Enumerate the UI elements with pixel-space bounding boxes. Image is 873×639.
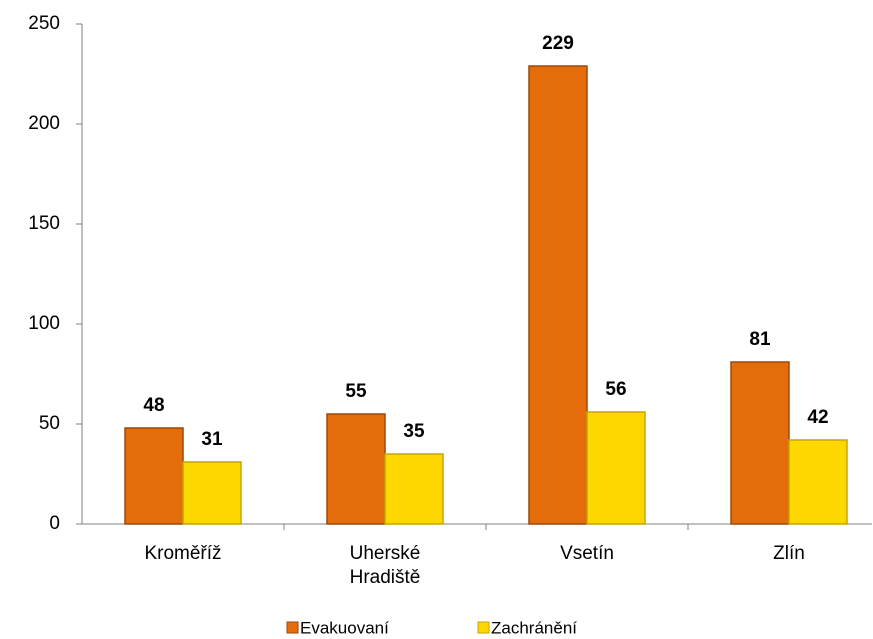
bar [586, 411, 646, 525]
x-tick-label: Kroměříž [144, 543, 221, 564]
bar [384, 453, 444, 525]
value-label: 48 [143, 395, 164, 416]
bar [528, 65, 588, 525]
bar [124, 427, 184, 525]
value-label: 31 [201, 429, 223, 450]
x-tick-label: Uherské Hradiště [350, 543, 421, 588]
y-tick-label: 0 [49, 513, 60, 534]
value-label: 35 [403, 421, 425, 442]
value-label: 42 [807, 407, 828, 428]
legend-swatch [286, 621, 299, 634]
legend-swatch [477, 621, 490, 634]
value-label: 229 [542, 33, 574, 54]
value-label: 81 [749, 329, 771, 350]
y-tick-label: 150 [28, 213, 60, 234]
bar [326, 413, 386, 525]
bar [730, 361, 790, 525]
y-tick-label: 200 [28, 113, 60, 134]
x-tick-label: Vsetín [560, 543, 614, 564]
bar [788, 439, 848, 525]
bar [182, 461, 242, 525]
y-tick-label: 250 [28, 13, 60, 34]
legend-label: Zachránění [491, 618, 577, 637]
value-label: 56 [605, 379, 626, 400]
x-tick-label: Zlín [773, 543, 805, 564]
value-label: 55 [345, 381, 367, 402]
y-tick-label: 100 [28, 313, 60, 334]
y-tick-label: 50 [39, 413, 60, 434]
legend-label: Evakuovaní [300, 618, 389, 637]
